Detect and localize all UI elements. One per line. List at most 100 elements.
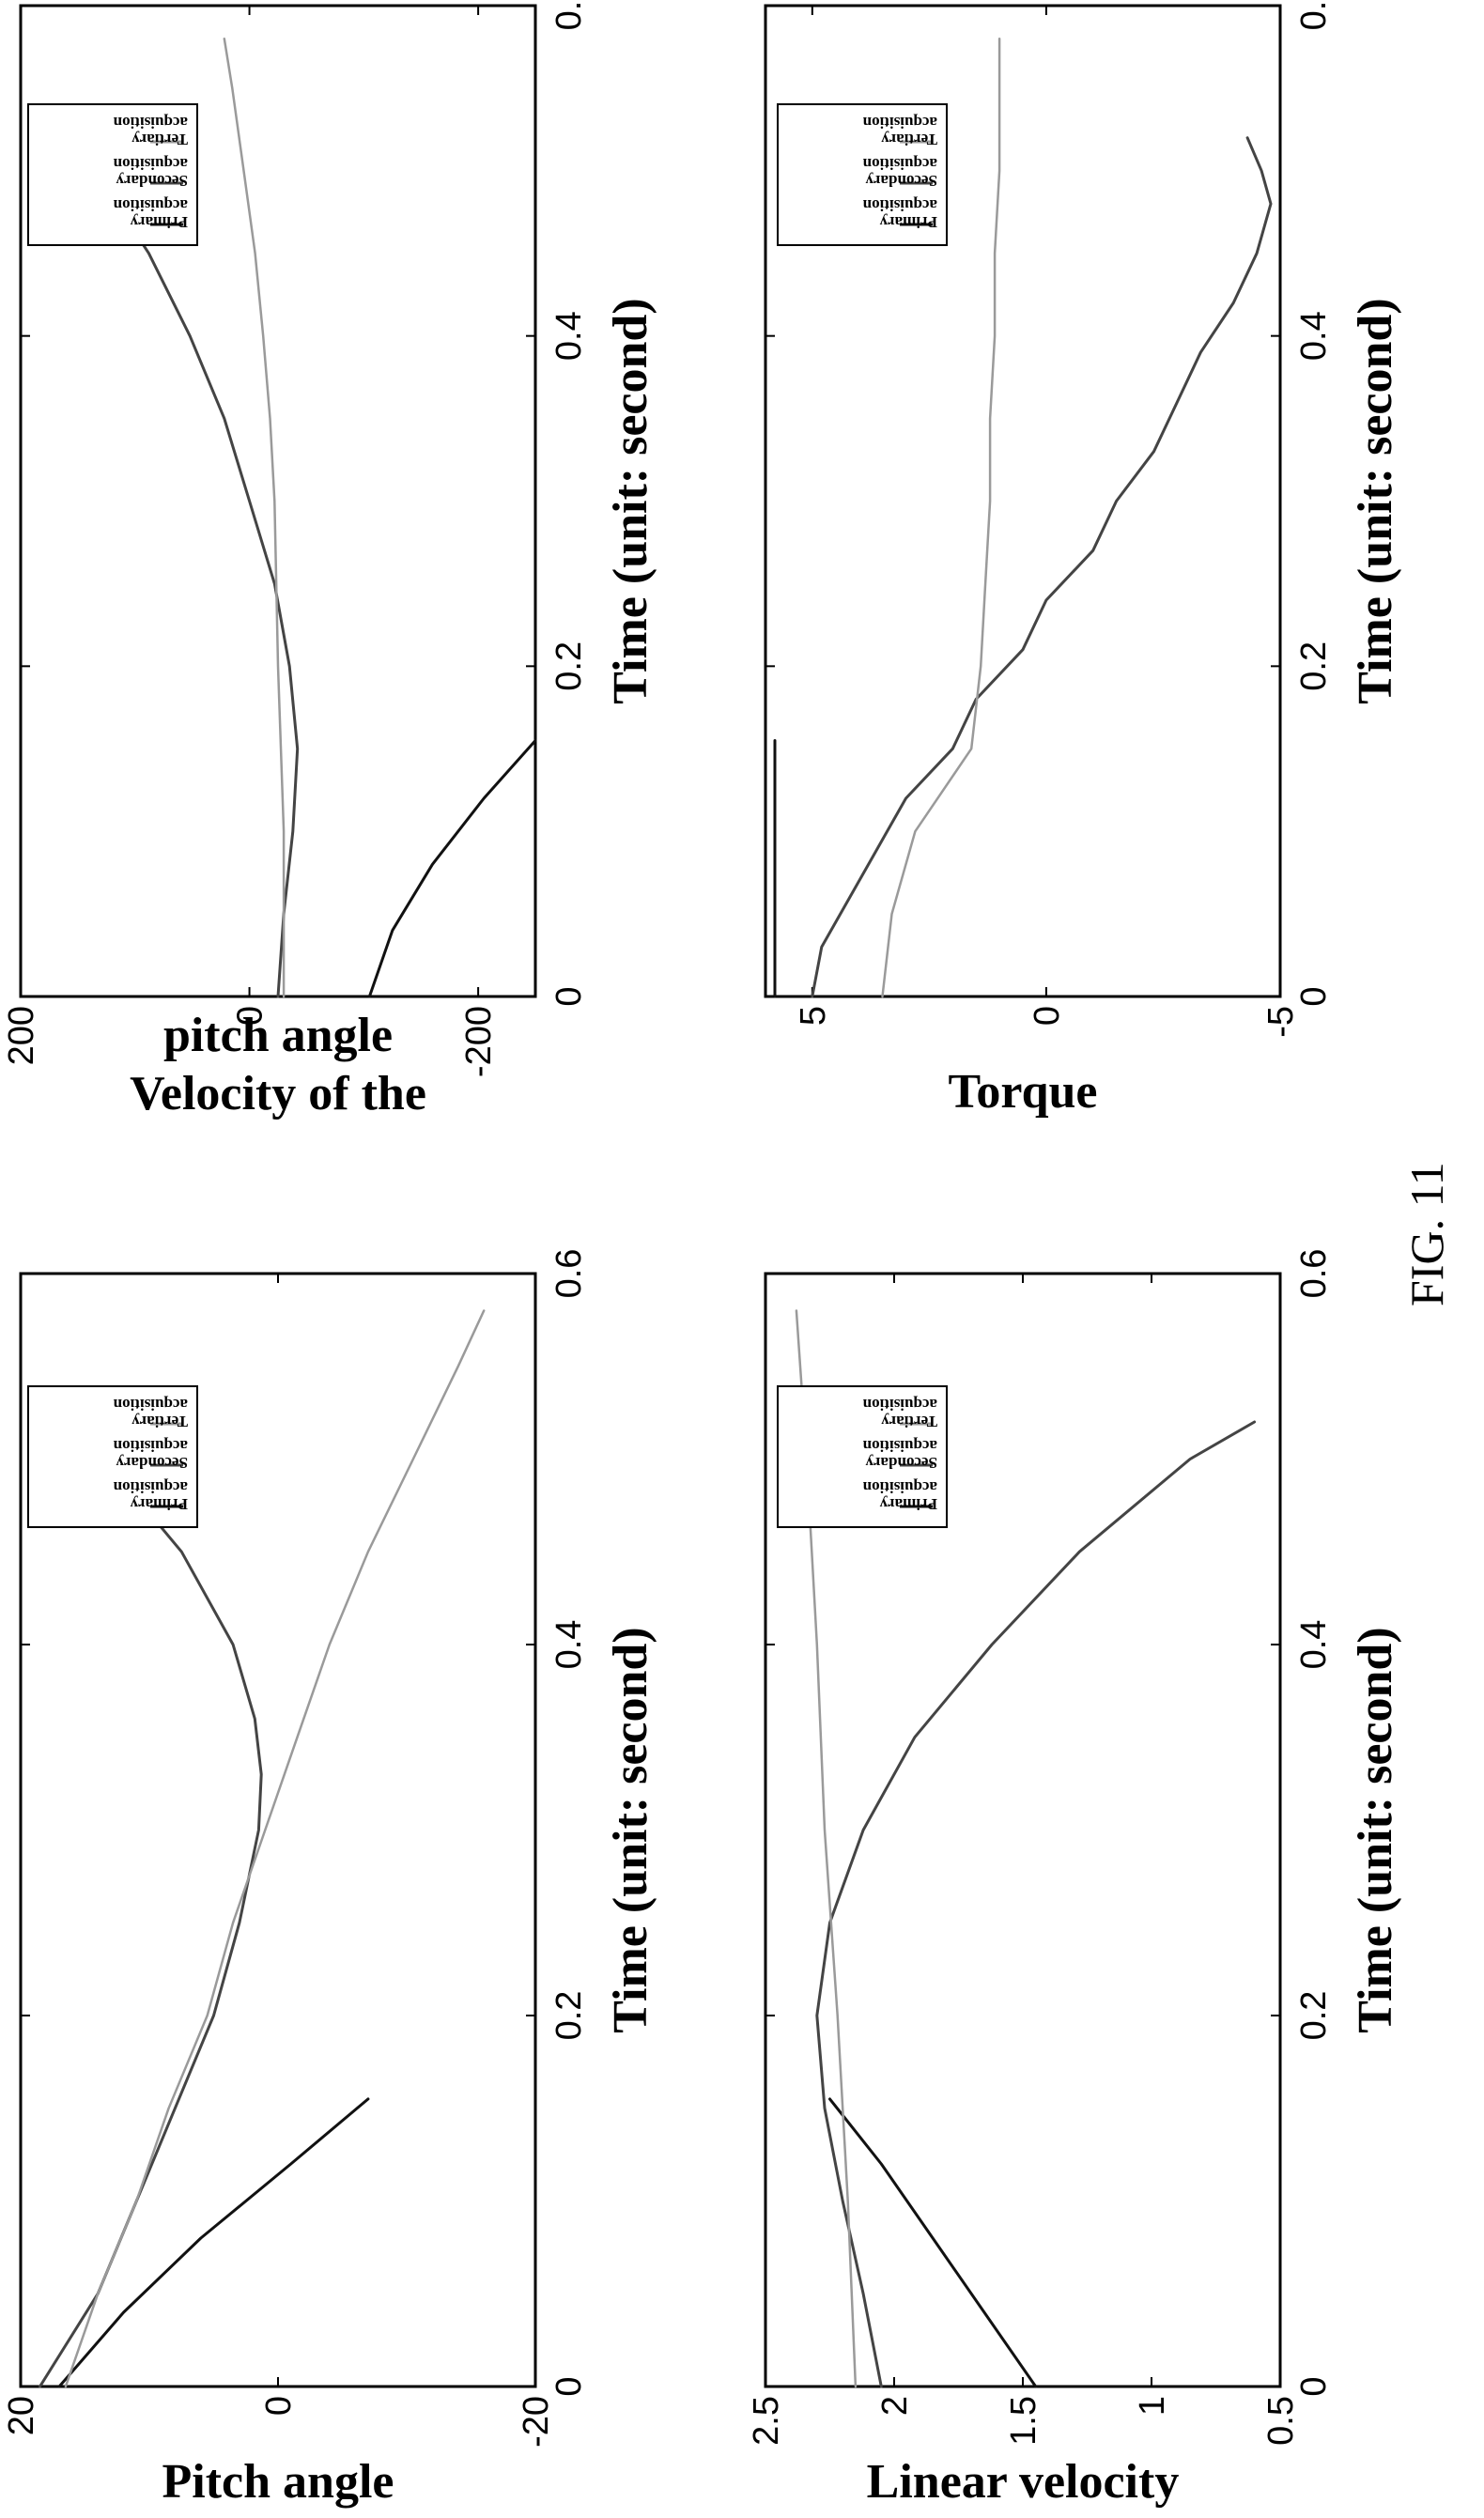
- y-tick-label: 5: [794, 1006, 833, 1026]
- legend-box: [27, 1385, 198, 1528]
- x-tick-label: 0.4: [1294, 1620, 1334, 1670]
- x-tick-label: 0.2: [549, 641, 589, 691]
- x-axis-label: Time (unit: second): [1349, 1627, 1402, 2032]
- legend-label: Primary: [130, 213, 188, 231]
- chart-2: 0 0.2 0.4 0.6 -200 0 200 Time (unit: second) Vel…: [2, 0, 657, 1120]
- x-tick-label: 0.2: [549, 1991, 589, 2041]
- plot-frame: [764, 4, 1282, 998]
- x-tick-label: 0: [549, 2376, 589, 2396]
- legend-label: Tertiary: [131, 131, 188, 148]
- y-tick-label: 0: [231, 1006, 271, 1026]
- y-tick-label: 1: [1133, 2396, 1172, 2416]
- y-tick-label: -20: [517, 2396, 556, 2448]
- legend-label: acquisition: [113, 1396, 188, 1413]
- legend-label: acquisition: [113, 1478, 188, 1496]
- series-line-1: [828, 2097, 1038, 2388]
- legend-label: Tertiary: [881, 131, 937, 148]
- y-tick-label: 2.5: [747, 2396, 786, 2446]
- legend-label: acquisition: [862, 155, 937, 173]
- figure-label: FIG. 11: [1400, 1162, 1453, 1306]
- legend: PrimaryacquisitionSecondaryacquisitionTe…: [27, 1385, 198, 1528]
- legend-label: Primary: [130, 1495, 188, 1513]
- legend-label: acquisition: [862, 1437, 937, 1455]
- y-tick-label: 0.5: [1261, 2396, 1301, 2446]
- x-tick-label: 0.6: [1294, 1249, 1334, 1299]
- x-tick-label: 0.4: [549, 311, 589, 361]
- legend-label: acquisition: [862, 1478, 937, 1496]
- legend-label: acquisition: [113, 114, 188, 131]
- legend-label: Tertiary: [881, 1413, 937, 1430]
- legend-label: Secondary: [116, 172, 188, 190]
- legend-label: acquisition: [113, 1437, 188, 1455]
- x-tick-label: 0: [1294, 2376, 1334, 2396]
- series-line-2: [65, 136, 300, 998]
- x-tick-label: 0.2: [1294, 641, 1334, 691]
- legend-label: Primary: [879, 1495, 937, 1513]
- x-tick-label: 0.6: [549, 0, 589, 30]
- series-line-1: [367, 739, 537, 998]
- x-tick-label: 0.6: [1294, 0, 1334, 30]
- x-tick-label: 0: [549, 986, 589, 1006]
- y-tick-label: 0: [259, 2396, 299, 2416]
- legend: PrimaryacquisitionSecondaryacquisitionTe…: [777, 1385, 948, 1528]
- y-tick-label: 0: [1028, 1006, 1067, 1026]
- legend-label: Primary: [879, 213, 937, 231]
- x-tick-label: 0: [1294, 986, 1334, 1006]
- legend-label: Secondary: [865, 172, 937, 190]
- y-tick-label: 20: [2, 2396, 41, 2435]
- legend-label: Secondary: [865, 1454, 937, 1472]
- legend-box: [777, 1385, 948, 1528]
- legend-label: acquisition: [113, 155, 188, 173]
- y-axis-label-text: Linear velocity: [867, 2455, 1180, 2509]
- y-axis-label: Linear velocity: [867, 2455, 1180, 2509]
- legend-label: acquisition: [862, 1396, 937, 1413]
- chart-3: 0 0.2 0.4 0.6 0.5 1 1.5 2 2.5 Time (unit: second)…: [747, 1249, 1402, 2509]
- y-axis-label: Pitch angle: [162, 2455, 394, 2509]
- y-tick-label: -200: [459, 1006, 499, 1077]
- legend: PrimaryacquisitionSecondaryacquisitionTe…: [27, 103, 198, 246]
- series-line-3: [881, 37, 1001, 998]
- legend-label: acquisition: [862, 114, 937, 131]
- x-axis-label: Time (unit: second): [604, 298, 657, 703]
- legend-label: acquisition: [862, 196, 937, 214]
- y-axis-label: Torque: [949, 1065, 1098, 1119]
- legend-label: Secondary: [116, 1454, 188, 1472]
- legend-box: [27, 103, 198, 246]
- x-axis-label: Time (unit: second): [1349, 298, 1402, 703]
- series-line-2: [811, 136, 1273, 998]
- legend-label: acquisition: [113, 196, 188, 214]
- y-tick-label: 2: [875, 2396, 915, 2416]
- y-axis-label-line: Velocity of the: [130, 1067, 426, 1120]
- y-axis-label-text: Torque: [949, 1065, 1098, 1119]
- legend-label: Tertiary: [131, 1413, 188, 1430]
- series-line-3: [64, 1309, 486, 2388]
- series-line-3: [223, 37, 286, 998]
- y-tick-label: -5: [1261, 1006, 1301, 1038]
- legend-box: [777, 103, 948, 246]
- legend: PrimaryacquisitionSecondaryacquisitionTe…: [777, 103, 948, 246]
- y-axis-label-text: Pitch angle: [162, 2455, 394, 2509]
- x-tick-label: 0.2: [1294, 1991, 1334, 2041]
- x-tick-label: 0.6: [549, 1249, 589, 1299]
- x-tick-label: 0.4: [1294, 311, 1334, 361]
- series-line-2: [815, 1420, 1257, 2388]
- series-line-2: [39, 1420, 263, 2388]
- y-tick-label: 200: [2, 1006, 41, 1065]
- series-line-1: [57, 2097, 370, 2388]
